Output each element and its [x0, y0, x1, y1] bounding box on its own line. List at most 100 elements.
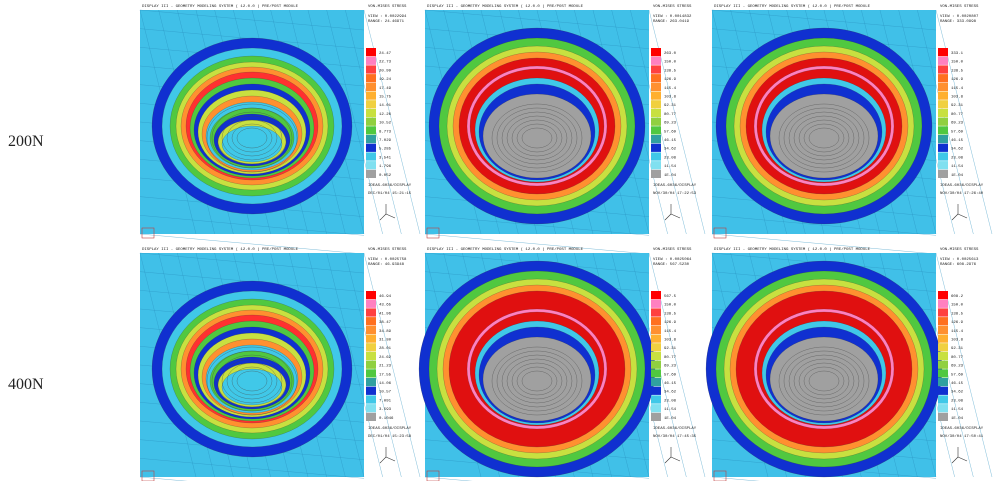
legend-label: 34.62 — [951, 148, 964, 152]
mesh-line — [712, 477, 936, 481]
panel-header: DISPLAY III - GEOMETRY MODELING SYSTEM (… — [427, 4, 584, 9]
legend-swatch — [366, 126, 376, 134]
legend-label: 92.31 — [664, 347, 677, 351]
legend-label: 23.08 — [664, 156, 677, 160]
triad-axis — [671, 214, 680, 218]
view-text: VIEW : 0.0025064 — [653, 258, 692, 262]
legend-label: 31.80 — [379, 339, 392, 343]
view-text: VIEW : 0.0014832 — [653, 15, 692, 19]
legend-label: 1E-04 — [664, 417, 677, 421]
legend-label: 263.0 — [664, 52, 677, 56]
legend-swatch — [366, 135, 376, 143]
panel-footer: IDEAS-6036/DISPLAY — [368, 183, 412, 188]
view-text: VIEW : 0.0020807 — [940, 15, 979, 19]
legend-label: 46.15 — [951, 382, 964, 386]
legend-swatch — [366, 100, 376, 108]
legend-label: 46.94 — [379, 295, 392, 299]
mesh-line — [425, 477, 649, 481]
legend-swatch — [651, 126, 661, 134]
legend-swatch — [366, 291, 376, 299]
stress-contour — [483, 337, 591, 421]
legend-swatch — [938, 404, 948, 412]
legend-label: 11.54 — [951, 408, 964, 412]
legend-swatch — [366, 317, 376, 325]
legend-swatch — [651, 300, 661, 308]
legend-label: 115.4 — [951, 87, 964, 91]
legend-label: 10.57 — [379, 391, 392, 395]
legend-label: 17.49 — [379, 87, 392, 91]
legend-swatch — [366, 83, 376, 91]
legend-swatch — [366, 335, 376, 343]
view-text: VIEW : 0.0022994 — [368, 15, 407, 19]
legend-swatch — [938, 343, 948, 351]
legend-label: 23.08 — [951, 399, 964, 403]
legend-swatch — [366, 65, 376, 73]
panel-date: NOV/30/04 17:50:41 — [940, 434, 984, 439]
legend-label: 1E-04 — [951, 174, 964, 178]
legend-label: 115.4 — [664, 330, 677, 334]
legend-label: 15.75 — [379, 96, 392, 100]
legend-label: 20.99 — [379, 69, 392, 73]
legend-label: 80.77 — [951, 113, 964, 117]
legend-label: 21.23 — [379, 365, 392, 369]
range-text: RANGE: 608.2976 — [940, 263, 977, 267]
stress-label: VON-MISES STRESS — [653, 5, 692, 9]
legend-swatch — [366, 413, 376, 421]
legend-label: 103.8 — [664, 339, 677, 343]
legend-swatch — [651, 74, 661, 82]
legend-swatch — [938, 317, 948, 325]
legend-label: 80.77 — [951, 356, 964, 360]
triad-axis — [958, 457, 967, 461]
legend-swatch — [366, 92, 376, 100]
legend-swatch — [651, 369, 661, 377]
stress-contour — [770, 94, 878, 178]
legend-label: 57.69 — [664, 130, 677, 134]
triad-axis — [671, 457, 680, 461]
legend-swatch — [938, 65, 948, 73]
legend-label: 34.62 — [664, 148, 677, 152]
triad-axis — [665, 457, 671, 463]
legend-swatch — [366, 48, 376, 56]
legend-label: 34.62 — [664, 391, 677, 395]
panel-date: NOV/30/04 17:26:40 — [940, 191, 984, 196]
legend-label: 14.06 — [379, 382, 392, 386]
legend-swatch — [366, 369, 376, 377]
legend-label: 333.1 — [951, 52, 964, 56]
legend-label: 11.54 — [664, 408, 677, 412]
legend-label: 23.08 — [664, 399, 677, 403]
legend-swatch — [938, 413, 948, 421]
figure: 200N 400N DISPLAY III - GEOMETRY MODELIN… — [0, 0, 1002, 481]
triad-axis — [952, 214, 958, 220]
range-text: RANGE: 567.5230 — [653, 263, 690, 267]
legend-swatch — [651, 361, 661, 369]
legend-label: 14.01 — [379, 104, 392, 108]
legend-swatch — [651, 170, 661, 178]
legend-label: 92.31 — [951, 104, 964, 108]
panel-footer: IDEAS-6036/DISPLAY — [940, 426, 984, 431]
panel-header: DISPLAY III - GEOMETRY MODELING SYSTEM (… — [142, 247, 299, 252]
stress-contour — [770, 337, 878, 421]
legend-swatch — [651, 404, 661, 412]
stress-label: VON-MISES STRESS — [940, 248, 979, 252]
legend-swatch — [366, 308, 376, 316]
stress-contour — [222, 369, 282, 405]
triad-axis — [380, 214, 386, 220]
legend-swatch — [938, 126, 948, 134]
legend-swatch — [938, 326, 948, 334]
panel: DISPLAY III - GEOMETRY MODELING SYSTEM (… — [706, 247, 992, 481]
legend-label: 69.23 — [664, 365, 677, 369]
legend-swatch — [938, 144, 948, 152]
legend-label: 34.89 — [379, 330, 392, 334]
legend-label: 46.15 — [664, 139, 677, 143]
legend-swatch — [651, 326, 661, 334]
panel-date: DEC/01/04 15:21:15 — [368, 191, 412, 196]
legend-swatch — [366, 170, 376, 178]
legend-label: 11.54 — [664, 165, 677, 169]
legend-swatch — [651, 83, 661, 91]
legend-swatch — [651, 395, 661, 403]
mesh-line — [140, 477, 364, 481]
legend-label: 43.65 — [379, 304, 392, 308]
legend-label: 24.47 — [379, 52, 392, 56]
legend-label: 80.77 — [664, 356, 677, 360]
page: 200N 400N DISPLAY III - GEOMETRY MODELIN… — [0, 0, 1002, 481]
